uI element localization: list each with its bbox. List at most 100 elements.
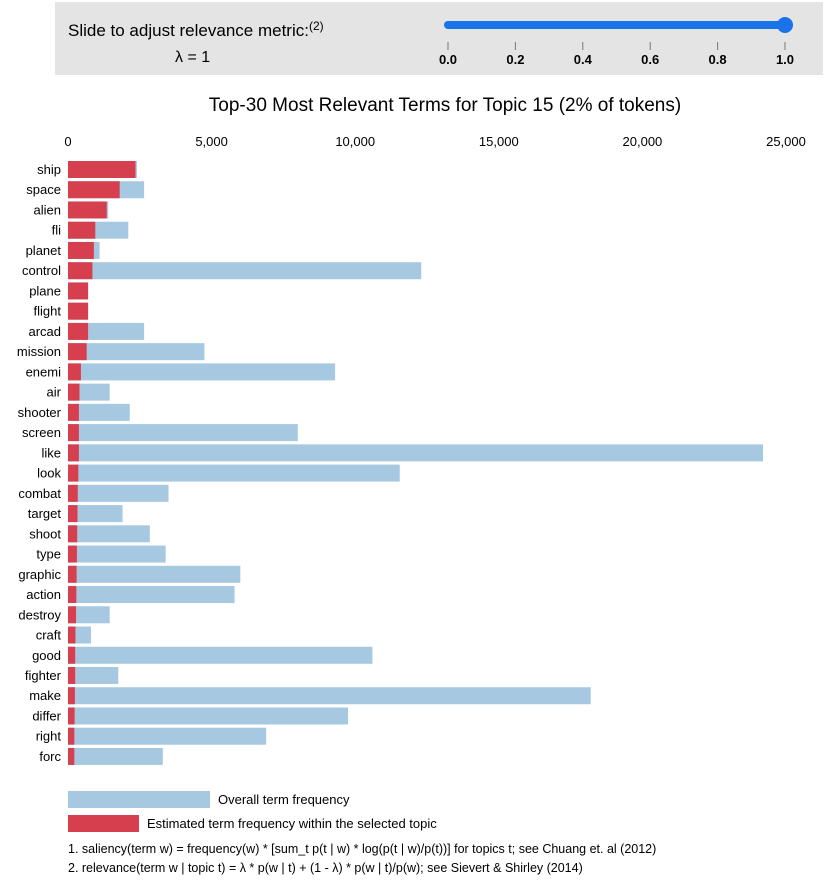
slider-tick-label: 0.8 (709, 52, 727, 67)
legend: Overall term frequency Estimated term fr… (68, 791, 437, 832)
topic-frequency-bars (68, 161, 136, 765)
slider-tick-label: 0.4 (574, 52, 593, 67)
term-label[interactable]: shooter (18, 405, 62, 420)
term-label[interactable]: good (32, 648, 61, 663)
topic-bar-enemi (68, 363, 81, 381)
legend-swatch-topic (68, 815, 139, 832)
topic-bar-good (68, 646, 76, 664)
overall-bar-forc (68, 747, 163, 765)
topic-bar-graphic (68, 565, 77, 583)
topic-bar-fighter (68, 667, 76, 684)
topic-bar-look (68, 464, 79, 482)
overall-bar-like (68, 444, 764, 462)
x-axis: 0 5,000 10,000 15,000 20,000 25,000 (64, 134, 806, 149)
overall-bar-screen (68, 424, 298, 442)
term-label[interactable]: like (41, 445, 61, 460)
overall-bar-look (68, 464, 400, 482)
topic-bar-action (68, 586, 77, 604)
term-label[interactable]: craft (36, 628, 62, 643)
term-label[interactable]: enemi (26, 364, 62, 379)
term-label[interactable]: target (28, 506, 62, 521)
term-label[interactable]: air (47, 385, 62, 400)
term-label[interactable]: type (36, 547, 61, 562)
term-label[interactable]: combat (18, 486, 61, 501)
slider-tick-label: 0.2 (506, 52, 524, 67)
term-label[interactable]: fli (52, 223, 62, 238)
slider-thumb[interactable] (777, 17, 793, 33)
overall-frequency-bars (68, 161, 764, 765)
overall-bar-differ (68, 707, 349, 725)
term-label[interactable]: ship (37, 162, 61, 177)
footnote-ref: (2) (308, 19, 324, 33)
topic-bar-type (68, 545, 77, 563)
overall-bar-right (68, 727, 267, 745)
term-label[interactable]: flight (34, 304, 62, 319)
topic-bar-combat (68, 484, 78, 502)
relevance-slider[interactable]: 0.0 0.2 0.4 0.6 0.8 1.0 (55, 2, 823, 75)
x-tick-label: 0 (64, 134, 71, 149)
term-labels: ship space alien fli planet control plane fligh… (17, 162, 62, 764)
legend-label-overall: Overall term frequency (218, 792, 350, 807)
overall-bar-shooter (68, 403, 130, 421)
overall-bar-good (68, 646, 373, 664)
topic-bar-shooter (68, 403, 79, 421)
term-label[interactable]: arcad (28, 324, 61, 339)
x-tick-label: 5,000 (195, 134, 228, 149)
overall-bar-type (68, 545, 166, 563)
overall-bar-target (68, 505, 123, 523)
overall-bar-enemi (68, 363, 336, 381)
x-tick-label: 10,000 (335, 134, 375, 149)
overall-bar-shoot (68, 525, 150, 543)
topic-bar-screen (68, 424, 79, 442)
topic-bar-differ (68, 707, 75, 725)
term-label[interactable]: screen (22, 425, 61, 440)
topic-bar-plane (68, 282, 89, 300)
overall-bar-mission (68, 343, 205, 361)
topic-bar-like (68, 444, 79, 462)
x-tick-label: 20,000 (623, 134, 663, 149)
term-label[interactable]: look (37, 466, 61, 481)
term-label[interactable]: plane (29, 283, 61, 298)
term-label[interactable]: forc (39, 749, 61, 764)
term-label[interactable]: mission (17, 344, 61, 359)
topic-bar-alien (68, 201, 107, 219)
term-label[interactable]: differ (32, 708, 61, 723)
slider-tick-label: 1.0 (776, 52, 794, 67)
legend-swatch-overall (68, 791, 210, 808)
relevance-slider-panel: Slide to adjust relevance metric:(2) λ =… (55, 2, 823, 75)
topic-bar-flight (68, 302, 89, 320)
topic-bar-ship (68, 161, 136, 178)
chart-title: Top-30 Most Relevant Terms for Topic 15 … (209, 95, 681, 116)
term-label[interactable]: fighter (25, 668, 62, 683)
term-label[interactable]: action (26, 587, 61, 602)
topic-bar-forc (68, 747, 75, 765)
term-label[interactable]: make (29, 688, 61, 703)
footnote-saliency: 1. saliency(term w) = frequency(w) * [su… (68, 842, 656, 856)
topic-bar-mission (68, 343, 87, 361)
slider-label: Slide to adjust relevance metric:(2) (68, 19, 324, 41)
topic-bar-craft (68, 626, 76, 644)
overall-bar-graphic (68, 565, 241, 583)
term-label[interactable]: control (22, 263, 61, 278)
slider-tick-label: 0.0 (439, 52, 457, 67)
term-label[interactable]: shoot (29, 526, 61, 541)
term-label[interactable]: planet (26, 243, 62, 258)
topic-bar-make (68, 687, 75, 705)
slider-tick-label: 0.6 (641, 52, 659, 67)
topic-bar-right (68, 727, 75, 745)
topic-bar-shoot (68, 525, 78, 543)
term-label[interactable]: right (36, 729, 62, 744)
overall-bar-action (68, 586, 235, 604)
overall-bar-make (68, 687, 591, 705)
legend-label-topic: Estimated term frequency within the sele… (147, 816, 437, 831)
term-label[interactable]: graphic (18, 567, 61, 582)
overall-bar-destroy (68, 606, 110, 624)
term-label[interactable]: space (26, 182, 61, 197)
overall-bar-combat (68, 484, 169, 502)
topic-bar-space (68, 181, 120, 199)
slider-label-text: Slide to adjust relevance metric: (68, 21, 309, 40)
term-label[interactable]: alien (34, 202, 61, 217)
footnote-relevance: 2. relevance(term w | topic t) = λ * p(w… (68, 861, 583, 875)
term-label[interactable]: destroy (18, 607, 61, 622)
